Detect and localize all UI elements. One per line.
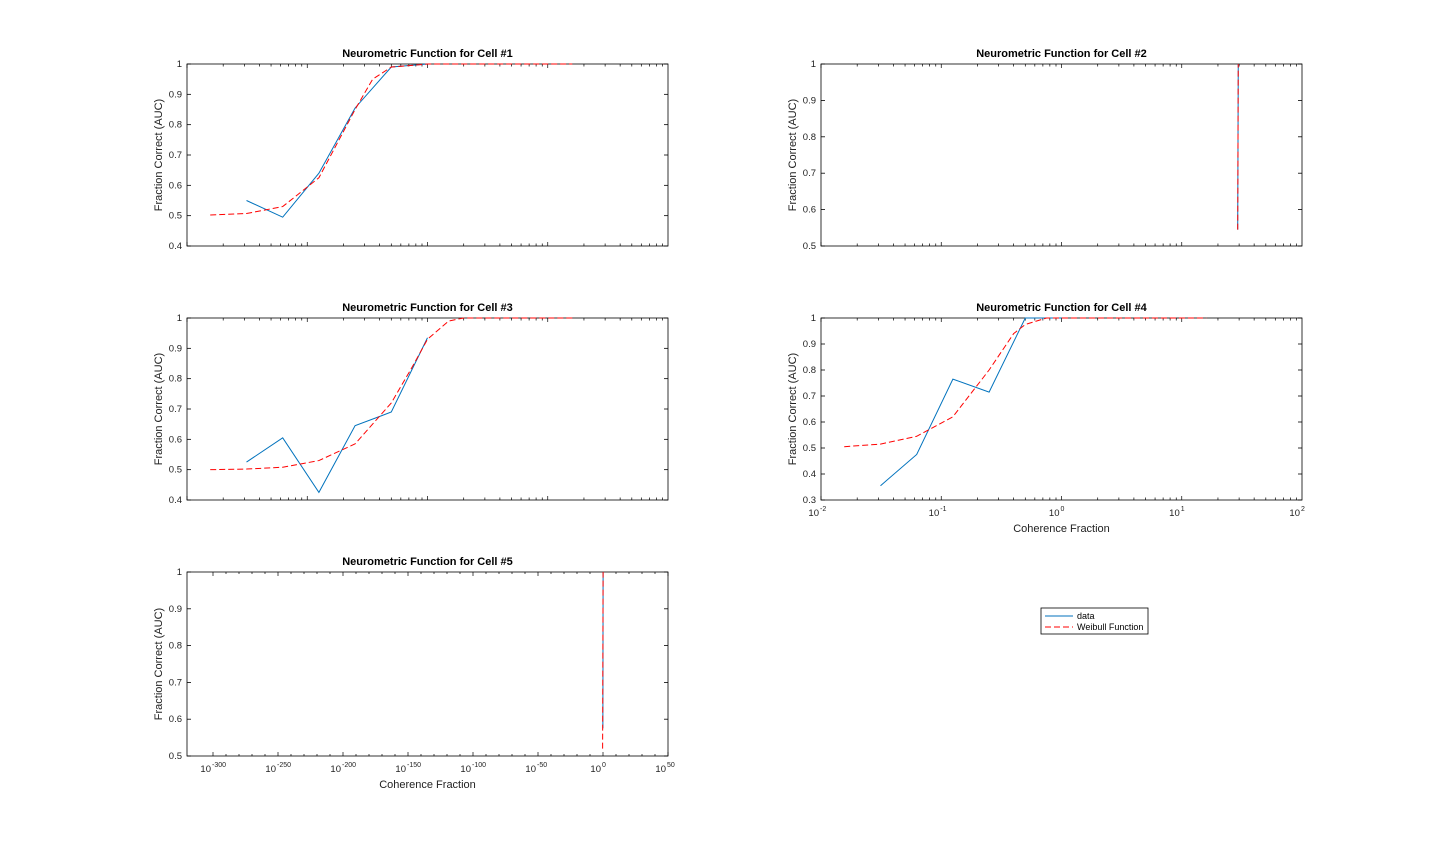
x-tick-label-base: 10 [808, 508, 819, 519]
axes-box [821, 318, 1302, 500]
x-tick-label-base: 10 [1289, 508, 1300, 519]
y-tick-label: 0.6 [169, 434, 182, 445]
y-tick-label: 0.8 [169, 374, 182, 385]
axes-box [187, 318, 668, 500]
y-tick-label: 0.7 [803, 168, 816, 179]
y-tick-label: 1 [177, 567, 182, 578]
chart-title: Neurometric Function for Cell #5 [342, 556, 513, 568]
y-tick-label: 0.5 [803, 241, 816, 252]
x-tick-label-exponent: -50 [537, 762, 547, 769]
chart-title: Neurometric Function for Cell #3 [342, 302, 513, 314]
x-tick-label-base: 10 [525, 764, 536, 775]
y-tick-label: 0.7 [169, 150, 182, 161]
y-axis-label: Fraction Correct (AUC) [787, 99, 799, 211]
x-tick-label-exponent: 1 [1181, 506, 1185, 513]
x-tick-label: 10 50 [655, 762, 674, 775]
y-tick-label: 0.8 [803, 132, 816, 143]
y-tick-label: 1 [177, 59, 182, 70]
y-tick-label: 0.6 [803, 205, 816, 216]
y-tick-label: 0.5 [169, 465, 182, 476]
x-tick-label-exponent: 0 [602, 762, 606, 769]
x-tick-label-base: 10 [330, 764, 341, 775]
x-tick-label-exponent: -100 [472, 762, 486, 769]
chart-panel-3: 0.4 0.5 0.6 0.7 0.8 0.9 1 Neurometric Function … [153, 302, 668, 506]
x-tick-label-exponent: -300 [212, 762, 226, 769]
y-tick-label: 0.6 [169, 714, 182, 725]
axes-box [187, 572, 668, 756]
chart-panel-1: 0.4 0.5 0.6 0.7 0.8 0.9 1 Neurometric Function … [153, 48, 668, 252]
y-tick-label: 1 [811, 313, 816, 324]
y-tick-label: 0.9 [169, 89, 182, 100]
chart-title: Neurometric Function for Cell #2 [976, 48, 1147, 60]
y-tick-label: 0.5 [803, 443, 816, 454]
y-tick-label: 0.4 [169, 495, 182, 506]
axes-box [187, 64, 668, 246]
x-tick-label: 10 0 [590, 762, 606, 775]
x-tick-label-base: 10 [200, 764, 211, 775]
y-tick-label: 0.7 [169, 677, 182, 688]
y-tick-label: 0.8 [169, 120, 182, 131]
y-tick-label: 0.9 [169, 343, 182, 354]
y-axis-label: Fraction Correct (AUC) [787, 353, 799, 465]
y-tick-label: 0.7 [803, 391, 816, 402]
x-tick-label-exponent: 0 [1061, 506, 1065, 513]
y-tick-label: 0.4 [169, 241, 182, 252]
y-tick-label: 1 [811, 59, 816, 70]
legend-label: Weibull Function [1077, 622, 1143, 632]
x-tick-label-base: 10 [460, 764, 471, 775]
chart-title: Neurometric Function for Cell #1 [342, 48, 513, 60]
x-tick-label-exponent: -250 [277, 762, 291, 769]
x-tick-label-exponent: -150 [407, 762, 421, 769]
x-tick-label-base: 10 [590, 764, 601, 775]
y-axis-label: Fraction Correct (AUC) [153, 608, 165, 720]
y-tick-label: 1 [177, 313, 182, 324]
x-tick-label-exponent: 50 [667, 762, 675, 769]
y-tick-label: 0.9 [803, 95, 816, 106]
y-axis-label: Fraction Correct (AUC) [153, 99, 165, 211]
chart-title: Neurometric Function for Cell #4 [976, 302, 1147, 314]
y-tick-label: 0.5 [169, 211, 182, 222]
x-tick-label: 10 0 [1049, 506, 1065, 519]
x-tick-label-exponent: -1 [940, 506, 946, 513]
x-tick-label: 10 2 [1289, 506, 1305, 519]
x-tick-label: 10 1 [1169, 506, 1185, 519]
x-tick-label: 10 -250 [265, 762, 291, 775]
x-tick-label-base: 10 [265, 764, 276, 775]
y-tick-label: 0.6 [803, 417, 816, 428]
x-tick-label: 10 -200 [330, 762, 356, 775]
y-tick-label: 0.9 [803, 339, 816, 350]
x-tick-label: 10 -50 [525, 762, 547, 775]
y-tick-label: 0.8 [169, 641, 182, 652]
y-tick-label: 0.5 [169, 751, 182, 762]
x-tick-label-base: 10 [1049, 508, 1060, 519]
x-tick-label-exponent: -2 [820, 506, 826, 513]
chart-panel-2: 0.5 0.6 0.7 0.8 0.9 1 Neurometric Function for… [787, 48, 1302, 252]
x-tick-label: 10 -1 [929, 506, 947, 519]
x-tick-label: 10 -100 [460, 762, 486, 775]
y-axis-label: Fraction Correct (AUC) [153, 353, 165, 465]
legend-label: data [1077, 611, 1095, 621]
y-tick-label: 0.6 [169, 180, 182, 191]
x-axis-label: Coherence Fraction [379, 779, 476, 791]
x-tick-label-exponent: 2 [1301, 506, 1305, 513]
x-axis-label: Coherence Fraction [1013, 523, 1110, 535]
y-tick-label: 0.8 [803, 365, 816, 376]
x-tick-label: 10 -2 [808, 506, 826, 519]
y-tick-label: 0.3 [803, 495, 816, 506]
axes-box [821, 64, 1302, 246]
x-tick-label-base: 10 [395, 764, 406, 775]
x-tick-label-base: 10 [929, 508, 940, 519]
y-tick-label: 0.4 [803, 469, 816, 480]
x-tick-label: 10 -300 [200, 762, 226, 775]
x-tick-label-base: 10 [655, 764, 666, 775]
y-tick-label: 0.9 [169, 604, 182, 615]
x-tick-label: 10 -150 [395, 762, 421, 775]
x-tick-label-exponent: -200 [342, 762, 356, 769]
x-tick-label-base: 10 [1169, 508, 1180, 519]
y-tick-label: 0.7 [169, 404, 182, 415]
